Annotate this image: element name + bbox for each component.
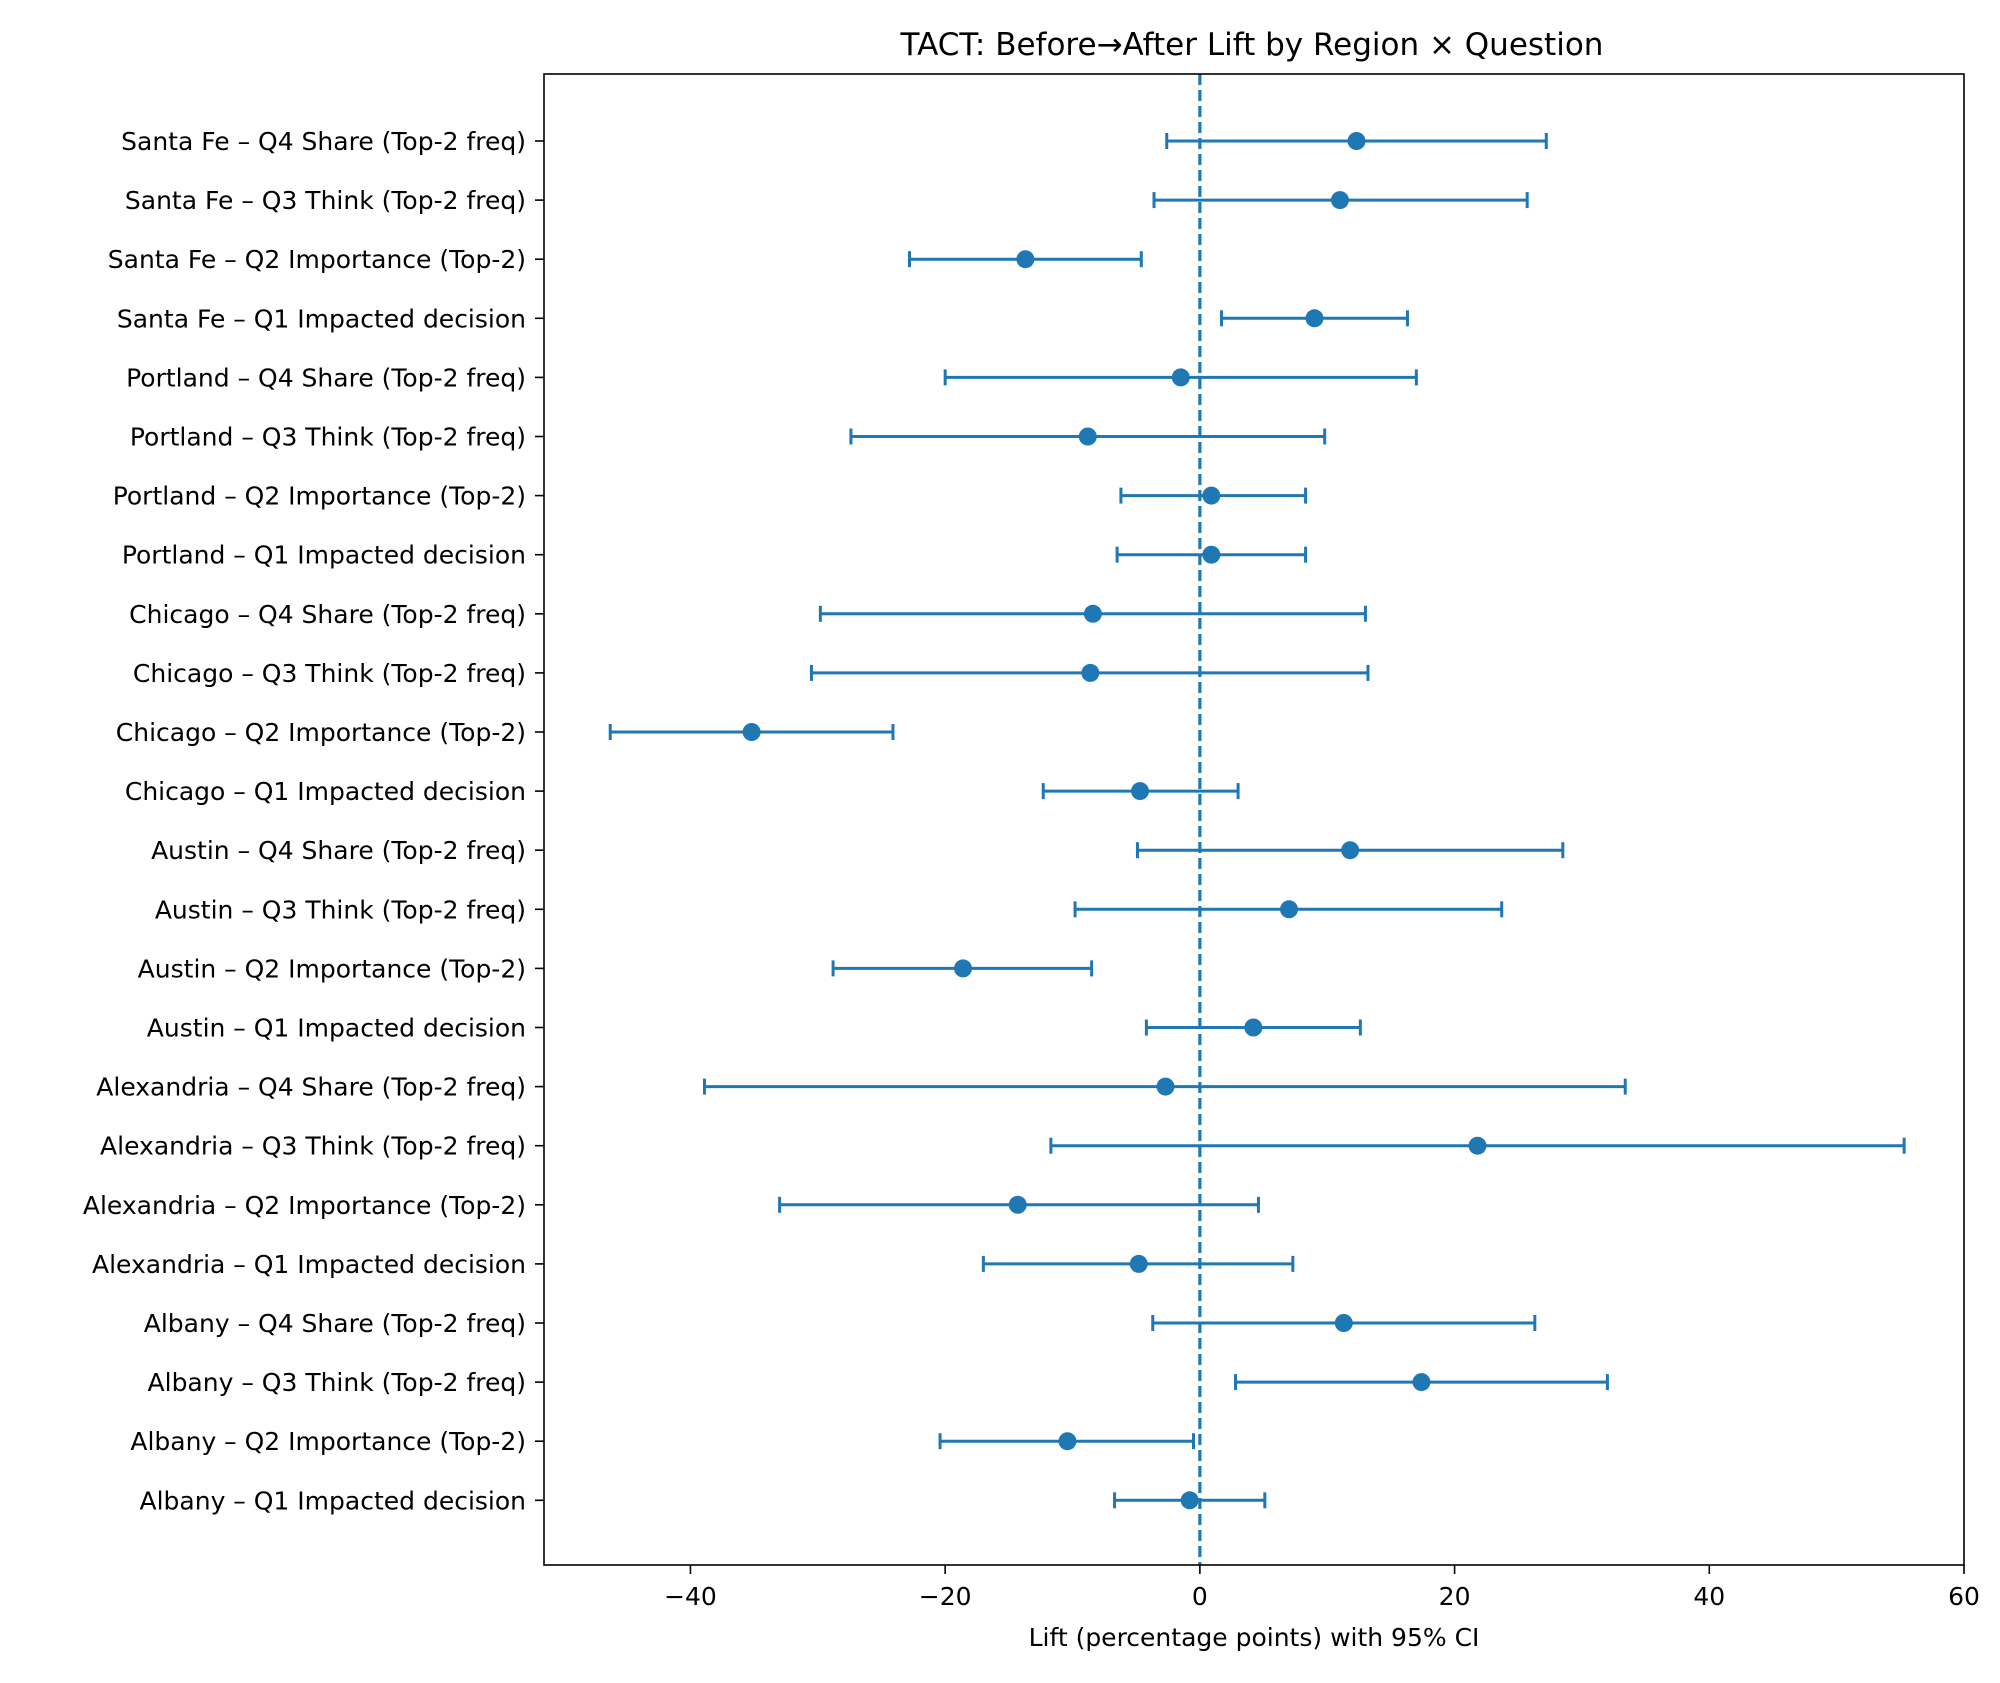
y-tick-label: Austin – Q3 Think (Top-2 freq) bbox=[155, 895, 526, 924]
y-tick-label: Albany – Q2 Importance (Top-2) bbox=[130, 1427, 526, 1456]
y-tick-label: Albany – Q4 Share (Top-2 freq) bbox=[144, 1309, 526, 1338]
plot-area: Santa Fe – Q4 Share (Top-2 freq) Santa Fe… bbox=[83, 74, 1980, 1611]
estimate-point bbox=[953, 959, 972, 978]
ci-row bbox=[908, 250, 1143, 269]
y-tick-label: Portland – Q2 Importance (Top-2) bbox=[113, 482, 526, 511]
x-tick-label: −20 bbox=[919, 1582, 972, 1611]
ci-row bbox=[1165, 132, 1548, 150]
estimate-point bbox=[1129, 1254, 1148, 1273]
estimate-point bbox=[1341, 841, 1360, 860]
estimate-point bbox=[1008, 1195, 1027, 1214]
estimate-point bbox=[1468, 1136, 1487, 1155]
ci-row bbox=[1073, 900, 1504, 919]
y-tick-label: Santa Fe – Q2 Importance (Top-2) bbox=[108, 245, 526, 274]
y-tick-label: Santa Fe – Q1 Impacted decision bbox=[117, 304, 526, 333]
ci-row bbox=[938, 1432, 1196, 1451]
y-tick-label: Austin – Q2 Importance (Top-2) bbox=[138, 954, 526, 983]
estimate-point bbox=[1171, 368, 1190, 387]
ci-row bbox=[1234, 1373, 1609, 1392]
y-tick-label: Alexandria – Q2 Importance (Top-2) bbox=[83, 1191, 526, 1220]
x-tick-label: 20 bbox=[1439, 1582, 1471, 1611]
ci-row bbox=[1135, 841, 1565, 860]
y-tick-label: Albany – Q1 Impacted decision bbox=[139, 1486, 526, 1515]
ci-row bbox=[831, 959, 1094, 978]
ci-row bbox=[702, 1077, 1627, 1096]
estimate-point bbox=[1058, 1432, 1077, 1451]
estimate-point bbox=[1347, 132, 1366, 150]
y-tick-label: Portland – Q1 Impacted decision bbox=[122, 541, 526, 570]
estimate-point bbox=[1280, 900, 1299, 919]
estimate-point bbox=[1412, 1373, 1431, 1392]
estimate-point bbox=[1078, 427, 1097, 446]
ci-row bbox=[981, 1254, 1295, 1273]
y-tick-label: Santa Fe – Q4 Share (Top-2 freq) bbox=[121, 127, 526, 156]
y-tick-label: Chicago – Q1 Impacted decision bbox=[125, 777, 526, 806]
chart-title: TACT: Before→After Lift by Region × Ques… bbox=[900, 27, 1604, 63]
estimate-point bbox=[1081, 663, 1100, 682]
y-tick-label: Alexandria – Q1 Impacted decision bbox=[92, 1250, 526, 1279]
estimate-point bbox=[1305, 309, 1324, 328]
ci-row bbox=[1152, 191, 1529, 210]
ci-row bbox=[1041, 782, 1240, 801]
y-tick-label: Alexandria – Q4 Share (Top-2 freq) bbox=[96, 1073, 526, 1102]
y-tick-label: Chicago – Q3 Think (Top-2 freq) bbox=[133, 659, 526, 688]
ci-row bbox=[818, 604, 1367, 623]
x-tick-label: 60 bbox=[1948, 1582, 1980, 1611]
estimate-point bbox=[1330, 191, 1349, 210]
x-tick-label: 40 bbox=[1693, 1582, 1725, 1611]
ci-row bbox=[849, 427, 1327, 446]
x-tick-label: 0 bbox=[1192, 1582, 1208, 1611]
ci-row bbox=[778, 1195, 1260, 1214]
estimate-point bbox=[1334, 1314, 1353, 1332]
y-tick-label: Austin – Q4 Share (Top-2 freq) bbox=[151, 836, 526, 865]
estimate-point bbox=[1131, 782, 1150, 801]
x-tick-label: −40 bbox=[664, 1582, 717, 1611]
ci-row bbox=[1119, 486, 1308, 505]
ci-row bbox=[608, 723, 895, 741]
ci-row bbox=[1151, 1314, 1537, 1332]
ci-row bbox=[1220, 309, 1409, 328]
x-axis-label: Lift (percentage points) with 95% CI bbox=[1029, 1623, 1480, 1652]
estimate-point bbox=[1083, 604, 1102, 623]
y-tick-label: Alexandria – Q3 Think (Top-2 freq) bbox=[100, 1132, 526, 1161]
estimate-point bbox=[1156, 1077, 1175, 1096]
estimate-point bbox=[1016, 250, 1035, 269]
ci-row bbox=[1115, 545, 1308, 564]
ci-row bbox=[1049, 1136, 1906, 1155]
y-tick-label: Austin – Q1 Impacted decision bbox=[147, 1014, 526, 1043]
y-tick-label: Portland – Q4 Share (Top-2 freq) bbox=[126, 363, 526, 392]
y-tick-label: Chicago – Q4 Share (Top-2 freq) bbox=[129, 600, 526, 629]
estimate-point bbox=[1180, 1491, 1199, 1510]
y-tick-label: Portland – Q3 Think (Top-2 freq) bbox=[130, 423, 526, 452]
y-tick-label: Chicago – Q2 Importance (Top-2) bbox=[116, 718, 526, 747]
ci-row bbox=[1113, 1491, 1267, 1510]
plot-frame bbox=[543, 73, 1965, 1566]
estimate-point bbox=[1202, 486, 1221, 505]
estimate-point bbox=[742, 723, 761, 741]
y-tick-label: Santa Fe – Q3 Think (Top-2 freq) bbox=[125, 186, 526, 215]
estimate-point bbox=[1244, 1018, 1263, 1037]
ci-row bbox=[943, 368, 1418, 387]
ci-row bbox=[809, 663, 1370, 682]
ci-row bbox=[1144, 1018, 1362, 1037]
y-tick-label: Albany – Q3 Think (Top-2 freq) bbox=[148, 1368, 526, 1397]
estimate-point bbox=[1202, 545, 1221, 564]
